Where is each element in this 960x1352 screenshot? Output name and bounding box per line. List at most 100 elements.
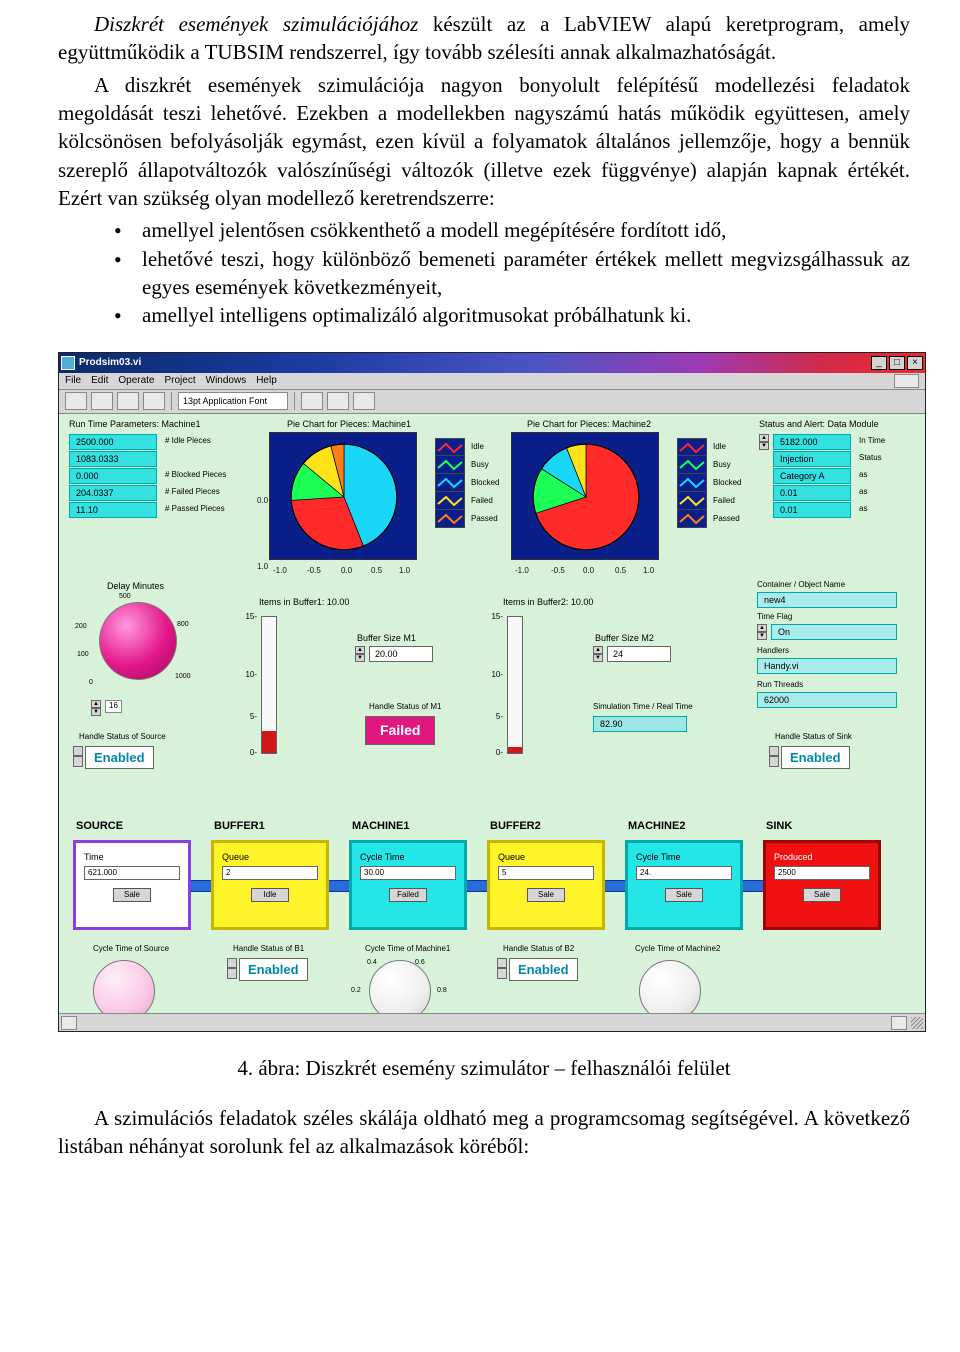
sink-enabled-stepper[interactable] — [769, 746, 779, 767]
hscroll-right[interactable] — [891, 1016, 907, 1030]
m1-failed-pill[interactable]: Failed — [365, 716, 435, 745]
delay-stepper[interactable]: ▲▼ — [91, 700, 101, 716]
toolbar: 13pt Application Font — [59, 390, 925, 414]
menu-bar[interactable]: File Edit Operate Project Windows Help — [59, 373, 925, 390]
m1-status-lbl: Handle Status of M1 — [369, 702, 441, 713]
pie1 — [269, 432, 417, 560]
font-combo[interactable]: 13pt Application Font — [178, 392, 288, 410]
rs-l1: Status — [859, 453, 882, 464]
m2-bsize[interactable]: 24 — [607, 646, 671, 662]
pt-field[interactable]: 62000 — [757, 692, 897, 708]
buffer2-enabled-pill[interactable]: Enabled — [509, 958, 578, 982]
k1-lbl: Cycle Time of Source — [93, 944, 169, 955]
menu-operate[interactable]: Operate — [118, 374, 154, 388]
window-titlebar[interactable]: Prodsim03.vi _ □ × — [59, 353, 925, 373]
src-status-lbl: Handle Status of Source — [79, 732, 166, 743]
rs-4: 0.01 — [773, 502, 851, 518]
chain-block-buffer2[interactable]: BUFFER2Queue5Sale — [487, 840, 605, 930]
menu-windows[interactable]: Windows — [206, 374, 247, 388]
rs-l3: as — [859, 487, 867, 498]
chain-block-source[interactable]: SOURCETime621.000Sale — [73, 840, 191, 930]
reorder-button[interactable] — [353, 392, 375, 410]
m1-bsize-stepper[interactable]: ▲▼ — [355, 646, 365, 662]
align-button[interactable] — [301, 392, 323, 410]
menu-edit[interactable]: Edit — [91, 374, 108, 388]
rs-l2: as — [859, 470, 867, 481]
simtime-val: 82.90 — [593, 716, 687, 732]
tank1-label: Items in Buffer1: 10.00 — [259, 596, 349, 608]
m1-bsize[interactable]: 20.00 — [369, 646, 433, 662]
e2-lbl: Handle Status of B2 — [503, 944, 574, 955]
k3-lbl: Cycle Time of Machine2 — [635, 944, 720, 955]
hn-lbl: Handlers — [757, 646, 789, 657]
lp-row4-v: 11.10 — [69, 502, 157, 518]
buffer1-enabled-pill[interactable]: Enabled — [239, 958, 308, 982]
m2-bsize-stepper[interactable]: ▲▼ — [593, 646, 603, 662]
rs-l4: as — [859, 504, 867, 515]
menu-file[interactable]: File — [65, 374, 81, 388]
pie-legend-labels2: IdleBusy BlockedFailed Passed — [713, 438, 741, 528]
bullet-list: amellyel jelentősen csökkenthető a model… — [58, 216, 910, 329]
tank2 — [507, 616, 523, 754]
labview-window: Prodsim03.vi _ □ × File Edit Operate Pro… — [58, 352, 926, 1032]
chain-block-machine1[interactable]: MACHINE1Cycle Time30.00Failed — [349, 840, 467, 930]
tf-lbl: Time Flag — [757, 612, 792, 623]
paragraph-1: Diszkrét események szimulációjához készü… — [58, 10, 910, 67]
cycle-knob-source[interactable] — [93, 960, 155, 1013]
close-button[interactable]: × — [907, 356, 923, 370]
sink-enabled-pill[interactable]: Enabled — [781, 746, 850, 770]
paragraph-3: A szimulációs feladatok széles skálája o… — [58, 1104, 910, 1161]
simtime-lbl: Simulation Time / Real Time — [593, 702, 693, 713]
menu-help[interactable]: Help — [256, 374, 277, 388]
minimize-button[interactable]: _ — [871, 356, 887, 370]
lp-row4-l: # Passed Pieces — [165, 504, 225, 515]
lp-row3-l: # Failed Pieces — [165, 487, 220, 498]
bullet-3: amellyel intelligens optimalizáló algori… — [58, 301, 910, 329]
lp-row2-v: 0.000 — [69, 468, 157, 484]
cycle-knob-m1[interactable] — [369, 960, 431, 1013]
chain-block-sink[interactable]: SINKProduced2500Sale — [763, 840, 881, 930]
vi-glyph[interactable] — [894, 374, 919, 388]
distribute-button[interactable] — [327, 392, 349, 410]
figure: Prodsim03.vi _ □ × File Edit Operate Pro… — [58, 352, 910, 1032]
pt-lbl: Run Threads — [757, 680, 803, 691]
hn-field[interactable]: Handy.vi — [757, 658, 897, 674]
run-cont-button[interactable] — [91, 392, 113, 410]
pie-legend-strip1 — [435, 438, 465, 542]
window-title: Prodsim03.vi — [79, 356, 141, 370]
paragraph-2: A diszkrét események szimulációja nagyon… — [58, 71, 910, 213]
right-status-stepper[interactable]: ▲▼ — [759, 434, 769, 450]
tf-stepper[interactable]: ▲▼ — [757, 624, 767, 640]
pie2 — [511, 432, 659, 560]
abort-button[interactable] — [117, 392, 139, 410]
pie-legend-strip2 — [677, 438, 707, 542]
delay-value[interactable]: 16 — [105, 700, 122, 713]
src-enabled-stepper[interactable] — [73, 746, 83, 767]
maximize-button[interactable]: □ — [889, 356, 905, 370]
hscroll-left[interactable] — [61, 1016, 77, 1030]
source-enabled-pill[interactable]: Enabled — [85, 746, 154, 770]
bullet-1: amellyel jelentősen csökkenthető a model… — [58, 216, 910, 244]
k2-lbl: Cycle Time of Machine1 — [365, 944, 450, 955]
b1-enabled-stepper[interactable] — [227, 958, 237, 979]
tf-field[interactable]: On — [771, 624, 897, 640]
rs-3: 0.01 — [773, 485, 851, 501]
lp-row1-v: 1083.0333 — [69, 451, 157, 467]
resize-grip[interactable] — [911, 1017, 923, 1029]
pause-button[interactable] — [143, 392, 165, 410]
rs-2: Category A — [773, 468, 851, 484]
lp-row2-l: # Blocked Pieces — [165, 470, 226, 481]
delay-knob-label: Delay Minutes — [107, 580, 164, 592]
left-params-title: Run Time Parameters: Machine1 — [69, 418, 201, 430]
front-panel: Run Time Parameters: Machine1 2500.000 1… — [59, 414, 925, 1013]
menu-project[interactable]: Project — [165, 374, 196, 388]
m2-bsize-lbl: Buffer Size M2 — [595, 632, 654, 644]
run-button[interactable] — [65, 392, 87, 410]
container-field[interactable]: new4 — [757, 592, 897, 608]
lead-italic: Diszkrét események szimulációjához — [94, 12, 418, 36]
delay-knob[interactable] — [99, 602, 177, 680]
b2-enabled-stepper[interactable] — [497, 958, 507, 979]
chain-block-machine2[interactable]: MACHINE2Cycle Time24.Sale — [625, 840, 743, 930]
cycle-knob-m2[interactable] — [639, 960, 701, 1013]
chain-block-buffer1[interactable]: BUFFER1Queue2Idle — [211, 840, 329, 930]
